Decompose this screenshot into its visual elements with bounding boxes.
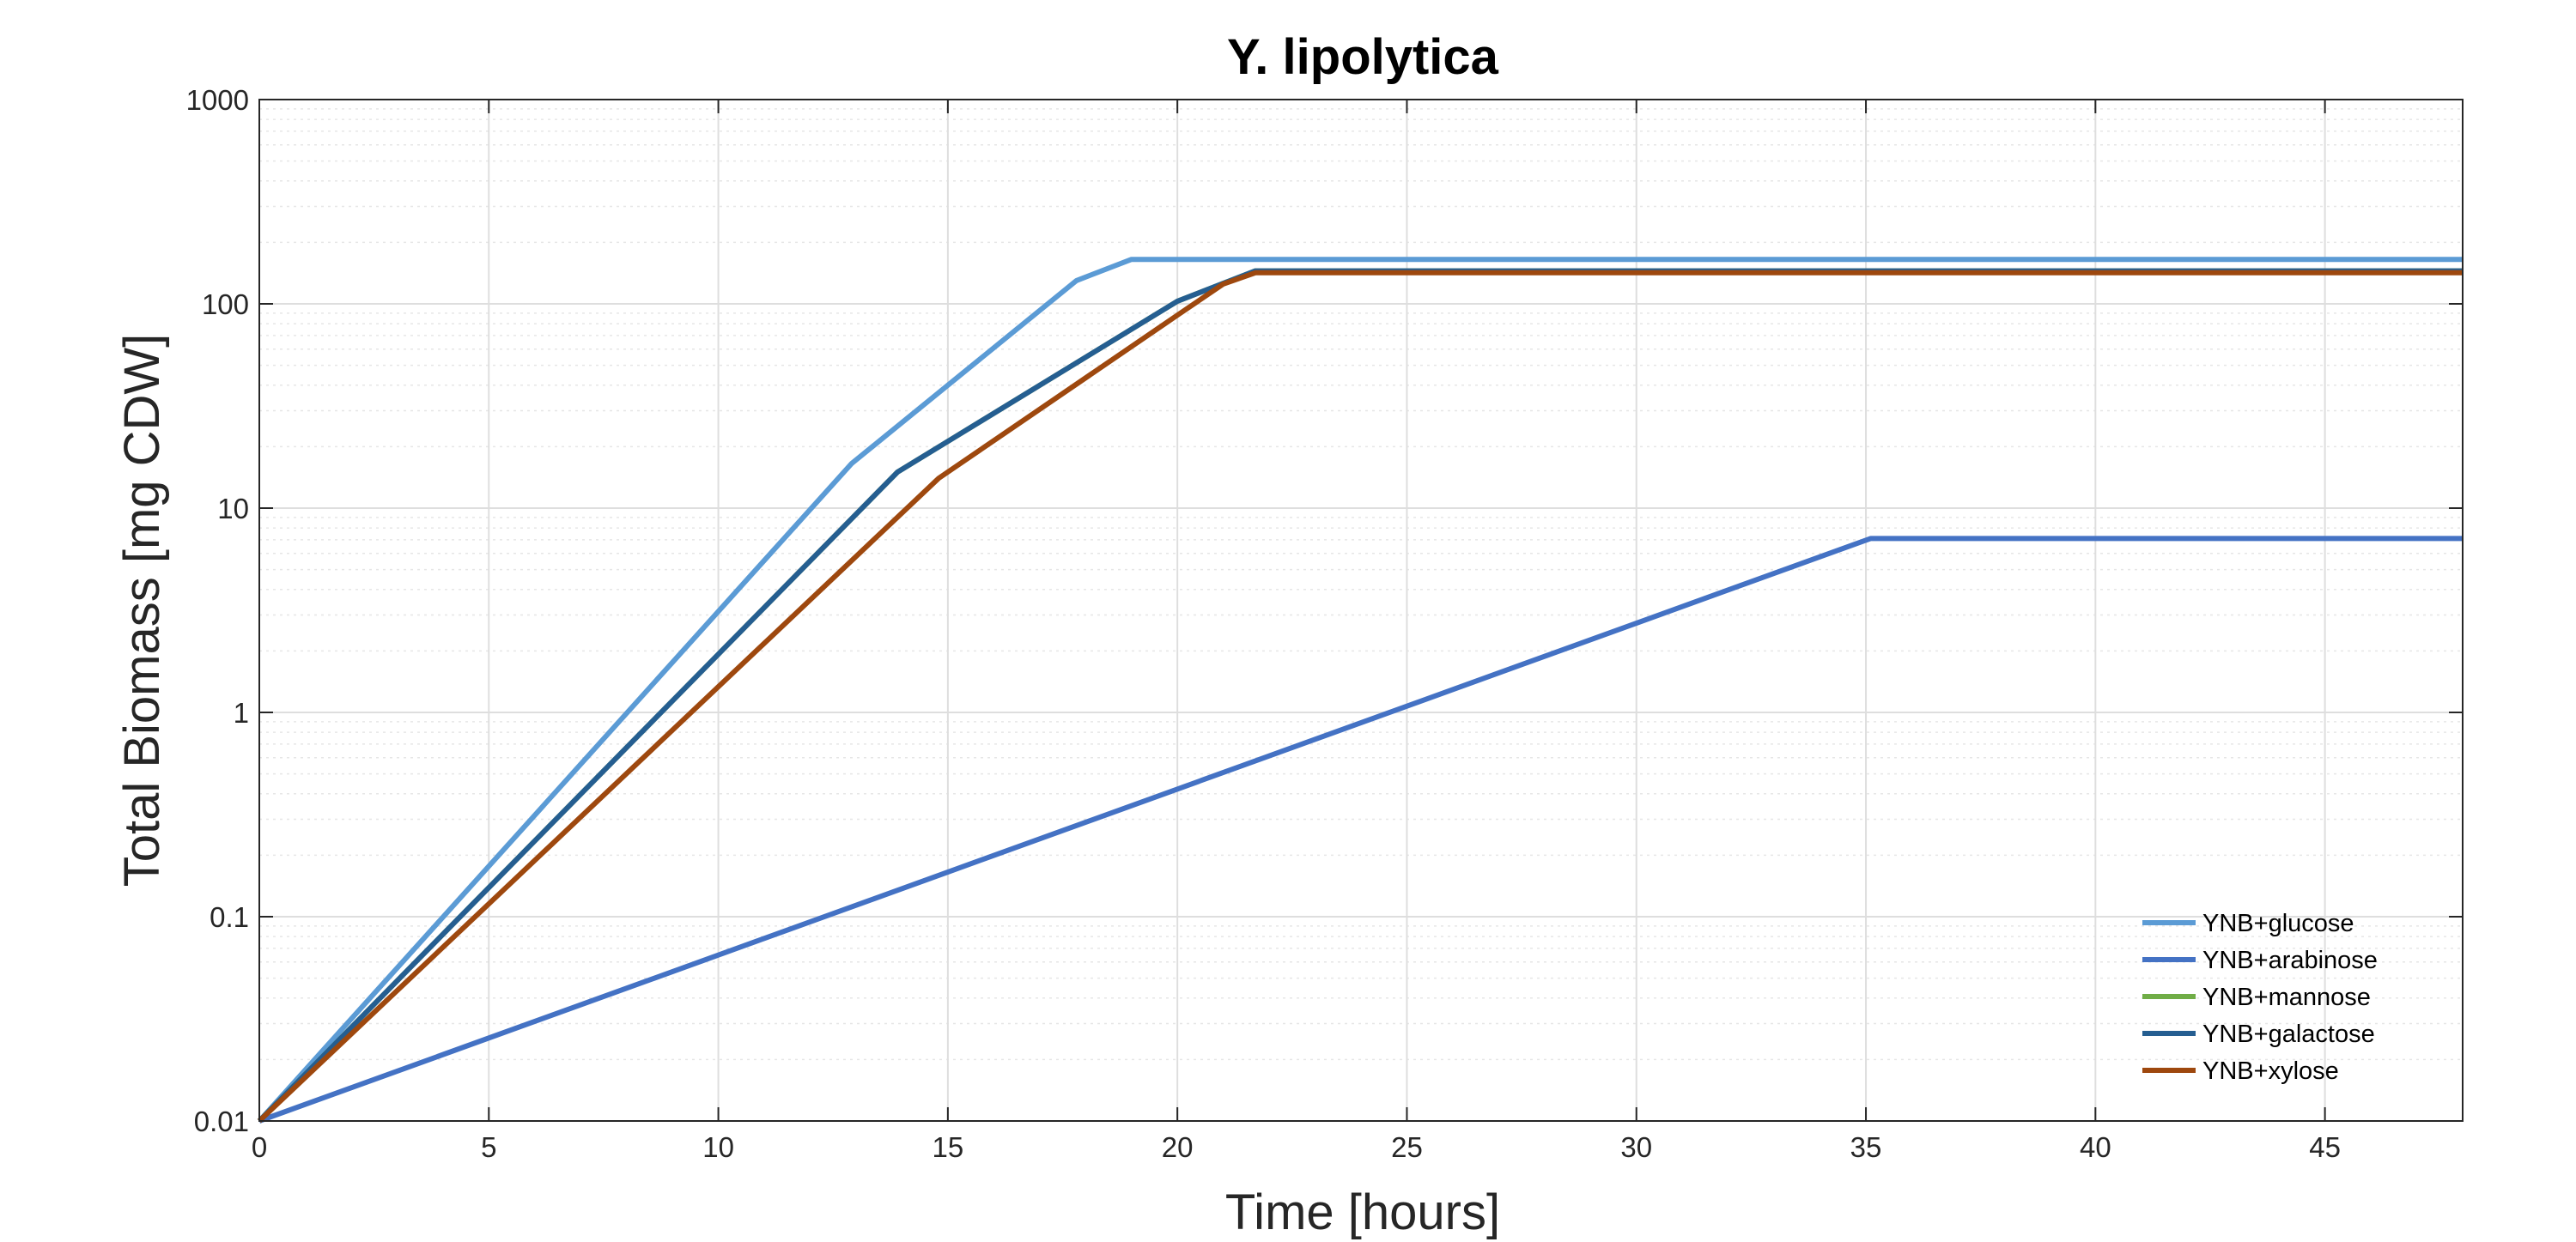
legend-label: YNB+arabinose — [2202, 947, 2378, 974]
x-tick-label: 45 — [2309, 1131, 2341, 1163]
y-tick-label: 0.1 — [210, 901, 249, 933]
series-line-ynb-xylose — [257, 270, 2463, 1124]
series-lines — [257, 257, 2463, 1124]
axis-ticks: 0 5 10 15 20 25 30 35 40 45 0.01 0.1 1 10 100 1000 — [186, 84, 2463, 1163]
y-tick-label: 100 — [202, 288, 249, 320]
y-tick-label: 0.01 — [194, 1106, 249, 1137]
x-tick-label: 0 — [252, 1131, 267, 1163]
y-axis-label: Total Biomass [mg CDW] — [114, 334, 170, 888]
legend-label: YNB+glucose — [2202, 910, 2354, 937]
x-tick-label: 30 — [1620, 1131, 1652, 1163]
series-line-ynb-glucose — [257, 257, 2463, 1124]
x-tick-label: 5 — [481, 1131, 496, 1163]
legend: YNB+glucose YNB+arabinose YNB+mannose YNB+g… — [2142, 910, 2378, 1085]
x-tick-label: 20 — [1162, 1131, 1194, 1163]
x-tick-label: 25 — [1391, 1131, 1423, 1163]
chart-title: Y. lipolytica — [1227, 29, 1499, 85]
y-tick-label: 1000 — [186, 84, 249, 116]
x-tick-label: 40 — [2080, 1131, 2111, 1163]
legend-label: YNB+xylose — [2202, 1057, 2339, 1085]
x-tick-label: 10 — [702, 1131, 734, 1163]
legend-label: YNB+mannose — [2202, 984, 2371, 1011]
y-tick-label: 1 — [234, 697, 249, 729]
series-line-ynb-arabinose — [258, 536, 2463, 1124]
plot-frame — [258, 99, 2464, 1122]
x-tick-label: 35 — [1850, 1131, 1882, 1163]
legend-label: YNB+galactose — [2202, 1021, 2375, 1048]
y-tick-label: 10 — [217, 493, 249, 524]
x-axis-label: Time [hours] — [1225, 1184, 1500, 1240]
x-tick-label: 15 — [933, 1131, 964, 1163]
